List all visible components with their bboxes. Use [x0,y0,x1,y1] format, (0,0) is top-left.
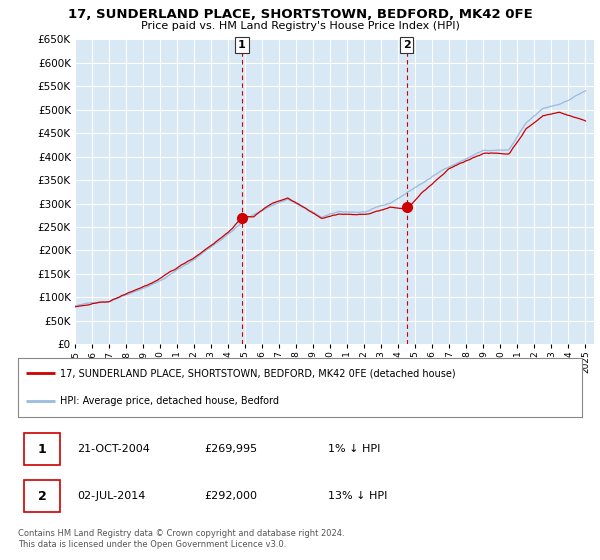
Text: 1: 1 [238,40,246,50]
Text: 21-OCT-2004: 21-OCT-2004 [77,444,150,454]
Text: 2: 2 [403,40,410,50]
Text: 2: 2 [38,489,46,503]
FancyBboxPatch shape [23,480,60,512]
Text: £292,000: £292,000 [204,491,257,501]
Text: 02-JUL-2014: 02-JUL-2014 [77,491,146,501]
Text: 1% ↓ HPI: 1% ↓ HPI [328,444,380,454]
Text: 1: 1 [38,442,46,456]
Text: 17, SUNDERLAND PLACE, SHORTSTOWN, BEDFORD, MK42 0FE (detached house): 17, SUNDERLAND PLACE, SHORTSTOWN, BEDFOR… [60,368,456,378]
Text: 13% ↓ HPI: 13% ↓ HPI [328,491,388,501]
FancyBboxPatch shape [23,433,60,465]
Text: HPI: Average price, detached house, Bedford: HPI: Average price, detached house, Bedf… [60,396,280,406]
Text: Price paid vs. HM Land Registry's House Price Index (HPI): Price paid vs. HM Land Registry's House … [140,21,460,31]
Text: Contains HM Land Registry data © Crown copyright and database right 2024.
This d: Contains HM Land Registry data © Crown c… [18,529,344,549]
Text: £269,995: £269,995 [204,444,257,454]
Text: 17, SUNDERLAND PLACE, SHORTSTOWN, BEDFORD, MK42 0FE: 17, SUNDERLAND PLACE, SHORTSTOWN, BEDFOR… [68,8,532,21]
